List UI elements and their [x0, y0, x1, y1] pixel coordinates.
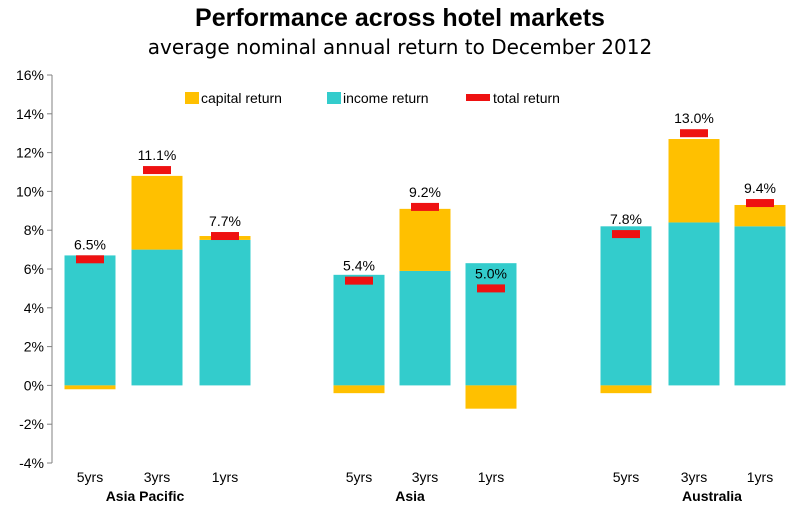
income-return-bar — [399, 270, 451, 386]
y-tick-label: 16% — [16, 67, 44, 83]
legend-label-total: total return — [493, 90, 560, 106]
income-return-bar — [600, 226, 652, 386]
legend-swatch-total — [466, 94, 490, 101]
legend-label-capital: capital return — [201, 90, 282, 106]
total-return-label: 7.7% — [209, 213, 241, 229]
total-return-marker — [746, 199, 774, 208]
total-return-label: 13.0% — [674, 110, 714, 126]
legend: capital return income return total return — [185, 90, 560, 106]
category-label: 3yrs — [412, 469, 438, 485]
chart-title: Performance across hotel markets — [195, 4, 605, 32]
legend-label-income: income return — [343, 90, 429, 106]
total-return-label: 5.0% — [475, 265, 507, 281]
capital-return-bar — [399, 208, 451, 271]
income-return-bar — [668, 222, 720, 386]
y-tick-label: -4% — [19, 455, 44, 471]
income-return-bar — [131, 249, 183, 386]
total-return-marker — [143, 166, 171, 175]
capital-return-bar — [465, 385, 517, 409]
total-return-marker — [76, 255, 104, 264]
total-return-marker — [680, 129, 708, 138]
category-label: 1yrs — [212, 469, 238, 485]
category-label: 3yrs — [681, 469, 707, 485]
total-return-marker — [477, 284, 505, 293]
y-tick-label: 0% — [24, 377, 44, 393]
income-return-bar — [734, 226, 786, 386]
y-tick-label: 4% — [24, 300, 44, 316]
y-tick-label: 12% — [16, 145, 44, 161]
group-label: Australia — [682, 488, 742, 504]
y-tick-label: -2% — [19, 416, 44, 432]
total-return-label: 9.2% — [409, 184, 441, 200]
total-return-marker — [411, 202, 439, 211]
income-return-bar — [199, 239, 251, 386]
group-label: Asia Pacific — [106, 488, 185, 504]
chart-subtitle: average nominal annual return to Decembe… — [147, 35, 653, 59]
capital-return-bar — [668, 139, 720, 223]
labels-layer: 6.5% 5yrs 11.1% 3yrs 7.7% 1yrs Asia Pacific 5.4… — [74, 110, 776, 504]
category-label: 3yrs — [144, 469, 170, 485]
total-return-label: 6.5% — [74, 236, 106, 252]
total-return-label: 7.8% — [610, 211, 642, 227]
total-return-marker — [211, 232, 239, 241]
category-label: 5yrs — [346, 469, 372, 485]
capital-return-bar — [64, 385, 116, 390]
category-label: 5yrs — [77, 469, 103, 485]
category-label: 1yrs — [747, 469, 773, 485]
total-return-marker — [345, 276, 373, 285]
income-return-bar — [64, 255, 116, 386]
bars-layer — [64, 139, 786, 409]
total-return-label: 5.4% — [343, 258, 375, 274]
y-tick-label: 6% — [24, 261, 44, 277]
y-tick-label: 2% — [24, 339, 44, 355]
y-tick-label: 10% — [16, 183, 44, 199]
legend-swatch-capital — [185, 92, 199, 104]
capital-return-bar — [600, 385, 652, 394]
total-return-label: 11.1% — [138, 147, 177, 163]
legend-swatch-income — [327, 92, 341, 104]
capital-return-bar — [734, 204, 786, 227]
capital-return-bar — [333, 385, 385, 394]
capital-return-bar — [131, 175, 183, 250]
y-tick-label: 8% — [24, 222, 44, 238]
group-label: Asia — [395, 488, 425, 504]
category-label: 1yrs — [478, 469, 504, 485]
income-return-bar — [465, 263, 517, 386]
category-label: 5yrs — [613, 469, 639, 485]
income-return-bar — [333, 274, 385, 386]
y-tick-label: 14% — [16, 106, 44, 122]
y-axis: -4% -2% 0% 2% 4% 6% 8% 10% 12% 14% 16% — [16, 67, 53, 471]
total-return-marker — [612, 230, 640, 239]
total-return-label: 9.4% — [744, 180, 776, 196]
